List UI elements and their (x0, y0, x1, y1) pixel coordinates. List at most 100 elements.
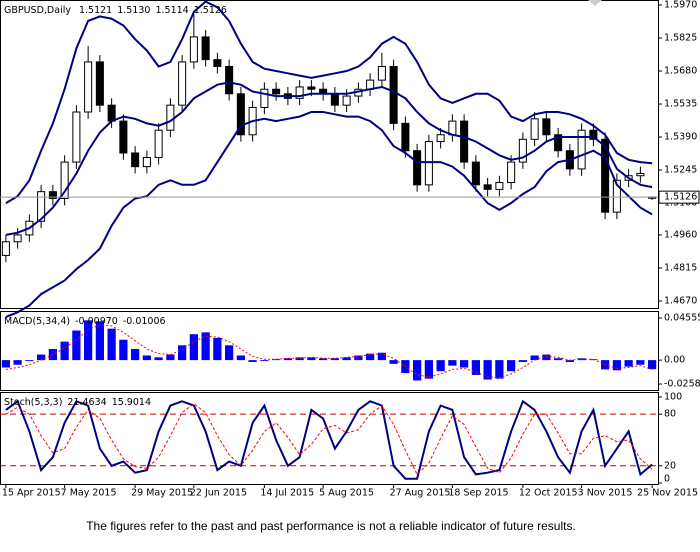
stoch-main (5, 399, 653, 480)
candle-body (577, 129, 586, 170)
corner-marker (588, 0, 602, 6)
candle-body (554, 134, 563, 152)
macd-bar (542, 354, 551, 361)
candle-body (213, 59, 222, 67)
candle-body (60, 161, 69, 200)
candle-body (189, 36, 198, 63)
y-tick-label: 1.4670 (664, 295, 697, 306)
x-tick-label: 12 Oct 2015 (519, 488, 578, 499)
candle-body (84, 61, 93, 113)
x-tick-label: 3 Nov 2015 (578, 488, 633, 499)
macd-bar (366, 353, 375, 361)
macd-bar (554, 358, 563, 361)
macd-bar (518, 360, 527, 362)
macd-bar (60, 341, 69, 361)
y-tick-label: 0.04555 (664, 312, 700, 323)
macd-header: MACD(5,34,4) -0.00970 -0.01006 (4, 316, 166, 327)
macd-bar (530, 355, 539, 361)
macd-bar (436, 360, 445, 372)
price-header: GBPUSD,Daily 1.5121 1.5130 1.5114 1.5126 (4, 5, 227, 16)
macd-bar (424, 360, 433, 379)
macd-bar (471, 360, 480, 375)
bollinger-middle (5, 81, 653, 236)
candle-body (72, 111, 81, 163)
candle-body (201, 36, 210, 61)
y-tick-label: 1.5535 (664, 99, 697, 110)
panel-frame (0, 311, 659, 391)
candle-body (401, 122, 410, 152)
candle-body (37, 191, 46, 222)
x-tick-label: 22 Jun 2015 (190, 488, 247, 499)
x-tick-label: 18 Sep 2015 (448, 488, 508, 499)
macd-bar (201, 332, 210, 361)
macd-bar (389, 360, 398, 364)
macd-bar (95, 321, 104, 361)
macd-bar (342, 357, 351, 361)
candle-body (178, 61, 187, 106)
macd-bar (142, 355, 151, 361)
macd-bar (565, 360, 574, 362)
candle-body (460, 120, 469, 163)
y-tick-label: 100 (664, 392, 682, 403)
candle-body (612, 179, 621, 213)
candle-body (342, 95, 351, 106)
macd-bar (225, 345, 234, 361)
last-price-label: 1.5126 (664, 192, 697, 203)
candle-body (377, 65, 386, 81)
candle-body (13, 234, 22, 243)
macd-bar (178, 345, 187, 361)
candle-body (601, 138, 610, 213)
macd-bar (213, 337, 222, 361)
candle-body (260, 88, 269, 108)
x-tick-label: 14 Jul 2015 (260, 488, 314, 499)
candle-body (530, 118, 539, 140)
candle-body (154, 129, 163, 159)
candle-body (483, 184, 492, 190)
candle-body (542, 118, 551, 136)
candle-body (166, 104, 175, 131)
macd-bar (413, 360, 422, 381)
y-tick-label: 80 (664, 409, 676, 420)
macd-bar (72, 330, 81, 361)
macd-bar (507, 360, 516, 372)
candle-body (436, 134, 445, 143)
candle-body (131, 152, 140, 168)
candle-body (1, 241, 10, 256)
stoch-header: Stoch(5,3,3) 21.4634 15.9014 (4, 397, 151, 408)
x-tick-label: 29 May 2015 (131, 488, 193, 499)
bollinger-lower (5, 111, 653, 318)
macd-bar (295, 357, 304, 361)
disclaimer: The figures refer to the past and past p… (86, 519, 576, 533)
candle-body (48, 191, 57, 200)
candle-body (236, 93, 245, 136)
macd-bar (154, 357, 163, 361)
candle-body (95, 61, 104, 106)
macd-bar (354, 355, 363, 361)
candle-body (495, 182, 504, 190)
last-price-tag (658, 190, 700, 204)
candle-body (119, 120, 128, 154)
candle-body (471, 161, 480, 186)
macd-bar (84, 320, 93, 361)
macd-bar (307, 357, 316, 361)
macd-bar (624, 360, 633, 367)
macd-bar (636, 360, 645, 365)
y-tick-label: 0.00 (664, 355, 685, 366)
macd-bar (272, 359, 281, 361)
macd-bar (260, 360, 269, 362)
y-tick-label: -0.0258 (664, 378, 700, 389)
y-tick-label: 1.4815 (664, 262, 697, 273)
candle-body (107, 104, 116, 122)
x-tick-label: 5 Aug 2015 (319, 488, 374, 499)
y-tick-label: 1.4960 (664, 229, 697, 240)
macd-bar (448, 360, 457, 366)
candle-body (589, 129, 598, 140)
y-tick-label: 20 (664, 460, 676, 471)
candle-body (142, 157, 151, 168)
macd-bar (107, 328, 116, 361)
candle-body (272, 88, 281, 95)
x-tick-label: 15 Apr 2015 (2, 488, 61, 499)
y-tick-label: 0 (664, 474, 670, 485)
y-tick-label: 1.5825 (664, 33, 697, 44)
y-tick-label: 1.5680 (664, 66, 697, 77)
